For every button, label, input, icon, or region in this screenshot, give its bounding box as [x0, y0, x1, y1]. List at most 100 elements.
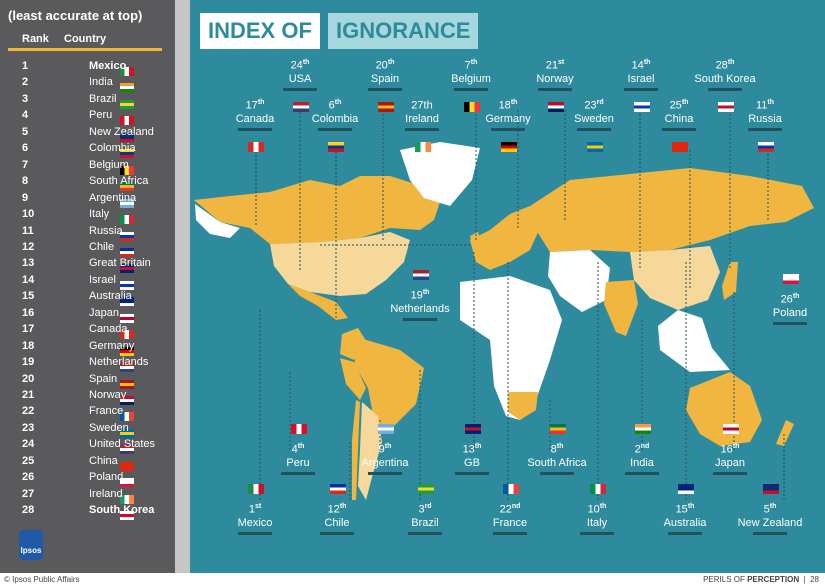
callout-country: GB — [464, 456, 480, 469]
callout-chile: 12th Chile — [292, 484, 382, 535]
callout-germany: 18th Germany — [463, 96, 553, 152]
callout-underline — [408, 531, 442, 535]
russia-flag-icon — [758, 142, 774, 152]
callout-country: Canada — [235, 112, 275, 125]
callout-country: Chile — [324, 516, 350, 529]
brazil-flag-icon — [120, 99, 134, 109]
callout-mexico: 1st Mexico — [210, 484, 300, 535]
callout-underline — [538, 87, 572, 91]
sidebar-heading: (least accurate at top) — [8, 8, 143, 23]
rank-row: 1 Mexico — [8, 59, 168, 76]
israel-flag-icon — [120, 280, 134, 290]
callout-underline — [713, 471, 747, 475]
norway-flag-icon — [120, 396, 134, 405]
mexico-flag-icon — [248, 484, 264, 494]
brazil-flag-icon — [418, 484, 434, 494]
callout-rank: 5th — [763, 503, 777, 516]
callout-country: China — [664, 112, 694, 125]
callout-country: Sweden — [574, 112, 614, 125]
callout-canada: 17th Canada — [210, 96, 300, 152]
country-column-header: Country — [64, 33, 107, 45]
france-flag-icon — [503, 484, 519, 494]
callout-israel: 14th Israel — [596, 56, 686, 112]
callout-rank: 16th — [720, 443, 740, 456]
header-divider — [8, 48, 162, 51]
callout-rank: 6th — [328, 99, 342, 112]
ipsos-logo: Ipsos — [19, 530, 43, 560]
rank-country: Ireland — [89, 487, 123, 500]
rank-country: Mexico — [89, 60, 127, 72]
callout-underline — [320, 531, 354, 535]
land-middle-east — [548, 250, 610, 312]
rank-number: 15 — [22, 290, 35, 303]
title-index-of: INDEX OF — [200, 13, 320, 49]
rank-country: Sweden — [89, 421, 129, 434]
rank-country: Great Britain — [89, 257, 151, 270]
callout-underline — [577, 127, 611, 131]
callout-underline — [493, 531, 527, 535]
callout-underline — [708, 87, 742, 91]
callout-country: Mexico — [237, 516, 273, 529]
callout-rank: 28th — [715, 59, 735, 72]
rank-number: 25 — [22, 454, 35, 467]
rank-country: China — [89, 454, 118, 467]
callout-underline — [403, 317, 437, 321]
rank-row: 11 Russia — [8, 224, 168, 241]
rank-number: 9 — [22, 191, 29, 204]
rank-country: Colombia — [89, 142, 136, 155]
rank-number: 11 — [22, 224, 34, 237]
rank-country: Australia — [89, 290, 132, 303]
belgium-flag-icon — [464, 102, 480, 112]
rank-row: 8 South Africa — [8, 174, 168, 192]
callout-rank: 17th — [245, 99, 265, 112]
rank-country: United States — [89, 438, 156, 451]
callout-underline — [368, 471, 402, 475]
callout-country: South Africa — [527, 456, 587, 469]
callout-country: USA — [288, 72, 312, 85]
callout-underline — [281, 471, 315, 475]
rank-country: Chile — [89, 240, 115, 253]
callout-country: Netherlands — [390, 302, 450, 315]
callout-underline — [748, 127, 782, 131]
australia-flag-icon — [678, 484, 694, 494]
callout-underline — [491, 127, 525, 131]
callout-country: Norway — [536, 72, 574, 85]
footer-perils: PERILS OF — [703, 575, 748, 584]
callout-ireland: 27th Ireland — [377, 96, 467, 152]
rank-number: 5 — [22, 125, 29, 138]
callout-underline — [283, 87, 317, 91]
callout-underline — [455, 471, 489, 475]
callout-new-zealand: 5th New Zealand — [725, 484, 815, 535]
rank-number: 4 — [22, 109, 29, 122]
rank-country: India — [89, 76, 113, 89]
rank-row: 3 Brazil — [8, 92, 168, 109]
rank-row: 7 Belgium — [8, 158, 168, 175]
rank-row: 14 Israel — [8, 273, 168, 290]
land-china — [630, 246, 720, 310]
japan-flag-icon — [120, 313, 134, 323]
callout-rank: 23rd — [584, 99, 604, 112]
south-africa-flag-icon — [120, 182, 134, 192]
callout-underline — [368, 87, 402, 91]
poland-flag-icon — [120, 478, 134, 488]
callout-norway: 21st Norway — [510, 56, 600, 112]
land-europe — [470, 206, 540, 270]
canada-flag-icon — [248, 142, 264, 152]
rank-country: Brazil — [89, 92, 117, 105]
rank-row: 18 Germany — [8, 339, 168, 356]
peru-flag-icon — [120, 116, 134, 126]
callout-underline — [580, 531, 614, 535]
land-new-zealand — [776, 420, 794, 446]
land-india — [604, 280, 638, 336]
callout-underline — [238, 127, 272, 131]
land-alaska — [195, 204, 240, 238]
callout-rank: 3rd — [418, 503, 432, 516]
rank-number: 28 — [22, 504, 35, 517]
rank-number: 2 — [22, 76, 29, 89]
callout-country: Argentina — [361, 456, 409, 469]
land-chile — [352, 400, 360, 500]
callout-country: Australia — [663, 516, 707, 529]
land-greenland — [400, 142, 480, 206]
callout-underline — [773, 321, 807, 325]
rank-number: 6 — [22, 142, 29, 155]
